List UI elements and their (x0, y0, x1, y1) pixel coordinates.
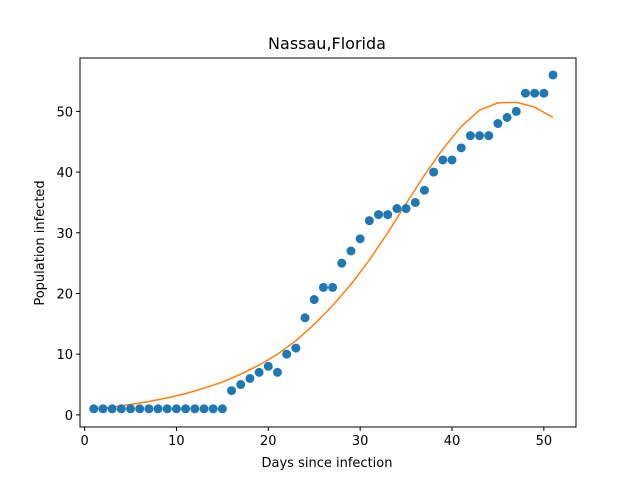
data-point (291, 343, 301, 353)
data-point (190, 404, 200, 414)
data-point (107, 404, 117, 414)
data-point (539, 88, 549, 98)
plot-area: 0 10 20 30 40 50 0 10 20 30 40 50 (56, 57, 577, 449)
y-tick-label: 40 (56, 166, 73, 181)
data-point (383, 210, 393, 220)
data-point (245, 373, 255, 383)
data-point (374, 210, 384, 220)
data-point (236, 380, 246, 390)
data-point (447, 155, 457, 165)
y-axis-label: Population infected (33, 180, 48, 305)
data-point (511, 106, 521, 116)
data-point (153, 404, 163, 414)
x-tick-label: 40 (444, 434, 461, 449)
data-point (309, 295, 319, 305)
data-point (346, 246, 356, 256)
data-point (392, 204, 402, 214)
x-tick-label: 10 (168, 434, 185, 449)
fit-line (93, 101, 554, 410)
data-point (208, 404, 218, 414)
data-point (484, 131, 494, 141)
data-point (144, 404, 154, 414)
data-point (217, 404, 227, 414)
data-point (419, 185, 429, 195)
data-point (410, 197, 420, 207)
data-point (162, 404, 172, 414)
data-point (227, 386, 237, 396)
x-tick-label: 30 (352, 434, 369, 449)
data-point (429, 167, 439, 177)
data-point (116, 404, 126, 414)
data-point (465, 131, 475, 141)
data-point (171, 404, 181, 414)
y-tick-label: 10 (56, 348, 73, 363)
data-point (456, 143, 466, 153)
data-point (318, 282, 328, 292)
y-tick-label: 30 (56, 227, 73, 242)
data-point (401, 204, 411, 214)
x-axis-label: Days since infection (262, 456, 393, 471)
data-point (548, 70, 558, 80)
data-point (98, 404, 108, 414)
axes-frame (79, 57, 577, 428)
y-tick-label: 0 (65, 409, 73, 424)
data-point (89, 404, 99, 414)
data-point (135, 404, 145, 414)
data-point (126, 404, 136, 414)
data-point (328, 282, 338, 292)
data-point (199, 404, 209, 414)
data-point (300, 313, 310, 323)
chart-title: Nassau,Florida (268, 34, 386, 53)
data-point (493, 119, 503, 129)
data-point (520, 88, 530, 98)
data-point (272, 367, 282, 377)
data-point (254, 367, 264, 377)
data-point (263, 361, 273, 371)
data-point (438, 155, 448, 165)
x-tick-label: 0 (80, 434, 88, 449)
data-point (364, 216, 374, 226)
x-tick-label: 50 (536, 434, 553, 449)
y-tick-label: 20 (56, 287, 73, 302)
data-point (282, 349, 292, 359)
data-point (475, 131, 485, 141)
data-point (181, 404, 191, 414)
data-point (355, 234, 365, 244)
data-point (337, 258, 347, 268)
data-point (530, 88, 540, 98)
data-point (502, 112, 512, 122)
y-tick-label: 50 (56, 105, 73, 120)
x-tick-label: 20 (260, 434, 277, 449)
